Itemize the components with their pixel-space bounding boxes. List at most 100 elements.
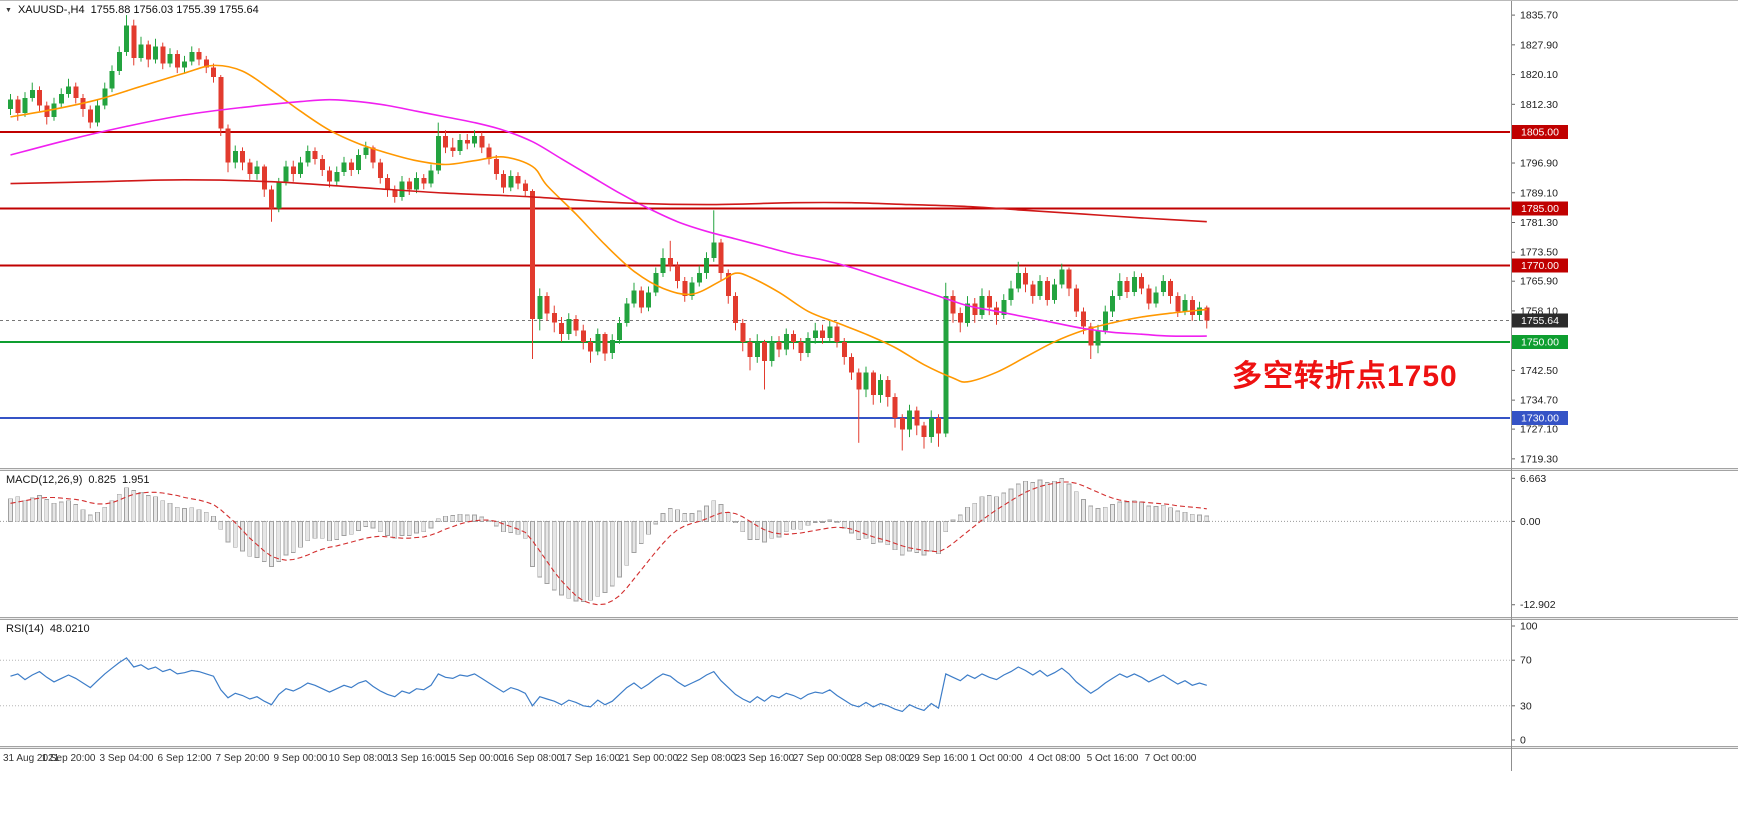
macd-histogram-bar bbox=[1189, 513, 1195, 522]
bull-candle bbox=[95, 105, 100, 123]
macd-histogram-bar bbox=[428, 521, 434, 529]
macd-histogram-bar bbox=[356, 521, 361, 531]
price-chart-canvas[interactable]: 1835.70 1827.90 1820.10 1812.30 1796.90 1789.… bbox=[0, 1, 1738, 468]
macd-histogram-bar bbox=[283, 521, 289, 556]
macd-histogram-bar bbox=[1088, 505, 1094, 522]
macd-histogram-bar bbox=[631, 521, 637, 553]
rsi-axis-label: 100 bbox=[1520, 621, 1538, 633]
macd-histogram-bar bbox=[254, 521, 260, 559]
time-axis-label: 15 Sep 00:00 bbox=[444, 753, 505, 764]
bear-candle bbox=[160, 46, 166, 64]
bull-candle bbox=[22, 97, 28, 113]
macd-histogram-bar bbox=[363, 521, 369, 528]
macd-signal-line bbox=[10, 481, 1207, 606]
bear-candle bbox=[464, 139, 470, 144]
ma-mid-magenta bbox=[10, 98, 1207, 338]
bear-candle bbox=[312, 151, 318, 159]
bull-candle bbox=[283, 166, 289, 182]
bear-candle bbox=[1139, 277, 1144, 289]
macd-histogram-bar bbox=[682, 513, 688, 522]
bull-candle bbox=[783, 334, 789, 350]
bear-candle bbox=[776, 341, 782, 350]
macd-indicator-label: MACD(12,26,9) 0.825 1.951 bbox=[6, 474, 149, 486]
macd-histogram-bar bbox=[457, 513, 463, 522]
bear-candle bbox=[501, 174, 506, 188]
macd-histogram-bar bbox=[80, 509, 86, 522]
macd-histogram-bar bbox=[972, 502, 978, 522]
macd-histogram-bar bbox=[675, 509, 680, 522]
macd-panel-canvas[interactable]: 6.663 0.00 -12.902 bbox=[0, 471, 1738, 617]
bull-candle bbox=[189, 52, 195, 62]
time-axis-label: 29 Sep 16:00 bbox=[908, 753, 969, 764]
bull-candle bbox=[363, 147, 369, 155]
bull-candle bbox=[334, 172, 340, 182]
price-level-badge-label: 1750.00 bbox=[1521, 336, 1559, 348]
symbol-dropdown-icon[interactable]: ▼ bbox=[5, 6, 12, 14]
annotation-text[interactable]: 多空转折点1750 bbox=[1232, 360, 1458, 393]
bear-candle bbox=[225, 128, 231, 163]
macd-histogram-bar bbox=[725, 511, 731, 522]
bear-candle bbox=[261, 166, 267, 190]
price-axis-tick-label: 1812.30 bbox=[1520, 99, 1558, 111]
macd-histogram-bar bbox=[1044, 482, 1050, 522]
time-axis-label: 23 Sep 16:00 bbox=[734, 753, 795, 764]
macd-histogram-bar bbox=[305, 521, 311, 542]
bull-candle bbox=[508, 176, 514, 188]
rsi-value: 48.0210 bbox=[49, 623, 90, 635]
price-axis-tick-label: 1781.30 bbox=[1520, 217, 1558, 229]
time-axis-label: 3 Sep 04:00 bbox=[99, 753, 154, 764]
bear-candle bbox=[667, 257, 673, 266]
price-level-badge-label: 1805.00 bbox=[1521, 127, 1559, 139]
panel-splitter[interactable] bbox=[0, 617, 1738, 620]
macd-histogram-bar bbox=[885, 521, 891, 546]
symbol-timeframe-label: XAUUSD-,H4 bbox=[17, 4, 85, 16]
bull-candle bbox=[769, 341, 775, 361]
bear-candle bbox=[1168, 280, 1173, 296]
macd-name: MACD(12,26,9) bbox=[6, 474, 83, 486]
rsi-name: RSI(14) bbox=[6, 623, 44, 635]
bear-candle bbox=[15, 99, 21, 113]
time-axis-label: 1 Sep 20:00 bbox=[41, 753, 96, 764]
macd-histogram-bar bbox=[928, 521, 934, 552]
macd-histogram-bar bbox=[211, 515, 216, 522]
macd-histogram-bar bbox=[783, 521, 789, 533]
bear-candle bbox=[762, 341, 767, 361]
price-axis-tick-label: 1765.90 bbox=[1520, 276, 1558, 288]
bull-candle bbox=[1197, 307, 1202, 316]
bear-candle bbox=[544, 296, 550, 314]
macd-histogram-bar bbox=[51, 502, 57, 522]
macd-histogram-bar bbox=[66, 500, 71, 522]
panel-splitter[interactable] bbox=[0, 746, 1738, 749]
macd-histogram-bar bbox=[29, 497, 35, 522]
bull-candle bbox=[182, 61, 187, 68]
macd-histogram-bar bbox=[443, 515, 448, 522]
bear-candle bbox=[725, 273, 731, 297]
bull-candle bbox=[646, 292, 651, 308]
macd-histogram-bar bbox=[921, 521, 927, 556]
bear-candle bbox=[530, 191, 535, 319]
bear-candle bbox=[450, 147, 456, 152]
rsi-panel-canvas[interactable]: 100 70 30 0 bbox=[0, 620, 1738, 746]
bear-candle bbox=[515, 176, 521, 184]
bull-candle bbox=[1059, 269, 1065, 285]
macd-histogram-bar bbox=[341, 521, 347, 537]
macd-histogram-bar bbox=[849, 521, 854, 534]
bear-candle bbox=[747, 341, 753, 357]
panel-splitter[interactable] bbox=[0, 468, 1738, 471]
macd-histogram-bar bbox=[1117, 501, 1123, 522]
macd-histogram-bar bbox=[1030, 482, 1036, 522]
time-axis-label: 7 Sep 20:00 bbox=[215, 753, 270, 764]
macd-histogram-bar bbox=[218, 521, 224, 530]
macd-histogram-bar bbox=[464, 514, 470, 522]
price-level-badge-label: 1755.64 bbox=[1521, 315, 1559, 327]
macd-histogram-bar bbox=[312, 521, 318, 539]
bear-candle bbox=[899, 418, 905, 430]
bear-candle bbox=[327, 170, 332, 182]
bull-candle bbox=[138, 44, 144, 58]
time-axis-label: 27 Sep 00:00 bbox=[792, 753, 853, 764]
macd-histogram-bar bbox=[276, 521, 282, 562]
bear-candle bbox=[269, 189, 274, 209]
bear-candle bbox=[1189, 299, 1195, 316]
time-axis[interactable]: 31 Aug 2021 1 Sep 20:00 3 Sep 04:00 6 Sep 1… bbox=[0, 749, 1738, 771]
bear-candle bbox=[1081, 311, 1086, 327]
